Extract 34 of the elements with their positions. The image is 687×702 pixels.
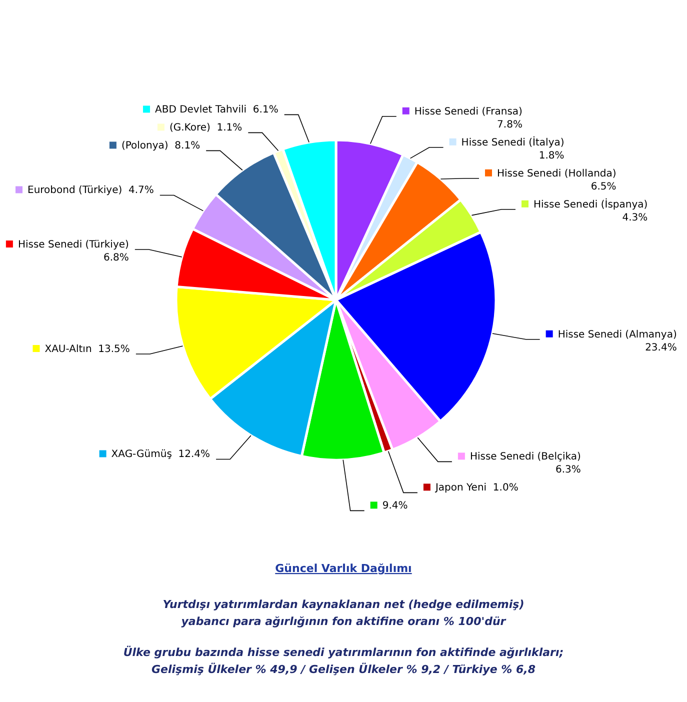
data-label: 23.4%: [645, 342, 677, 354]
text: Güncel Varlık Dağılımı: [275, 562, 412, 575]
legend-label: Hisse Senedi (İspanya): [534, 197, 648, 210]
legend-label: Hisse Senedi (Belçika): [470, 452, 582, 463]
legend-label: Hisse Senedi (Fransa): [414, 106, 523, 118]
legend-label: XAG-Gümüş: [111, 449, 172, 460]
data-label: 6.3%: [556, 464, 581, 476]
data-label: 12.4%: [178, 449, 210, 460]
data-label: 13.5%: [98, 344, 130, 356]
data-label: 6.5%: [590, 181, 616, 192]
data-label: 1.0%: [492, 482, 518, 494]
legend-label: Hisse Senedi (Türkiye): [18, 239, 130, 250]
data-label: 6.8%: [104, 252, 129, 264]
data-label: 1.1%: [216, 122, 242, 134]
data-label: 8.1%: [174, 140, 200, 152]
legend-label: Japon Yeni: [434, 482, 487, 494]
text: yabancı para ağırlığının fon aktifine oranı % 100'dür: [181, 615, 506, 628]
legend-label: (G.Kore): [169, 122, 211, 134]
data-label: 4.3%: [622, 212, 648, 224]
data-label: 1.8%: [538, 150, 564, 162]
text: Gelişmiş Ülkeler % 49,9 / Gelişen Ülkeler % 9,2 / Türkiye % 6,8: [152, 662, 536, 676]
legend-label: Hisse Senedi (İtalya): [461, 135, 564, 148]
legend-label: (Polonya): [121, 140, 168, 152]
legend-label: Hisse Senedi (Hollanda): [497, 168, 616, 180]
data-label: 6.1%: [252, 104, 278, 116]
data-label: 7.8%: [497, 119, 522, 130]
data-label: 4.7%: [128, 185, 154, 196]
legend-label: Eurobond (Türkiye): [28, 185, 122, 196]
legend-label: Hisse Senedi (Almanya): [558, 329, 677, 340]
legend-label: XAU-Altın: [44, 344, 92, 356]
data-label: 9.4%: [382, 500, 408, 512]
text: Yurtdışı yatırımlardan kaynaklanan net (hedge edilmemiş): [162, 598, 524, 611]
text: Ülke grubu bazında hisse senedi yatırımlarının fon aktifinde ağırlıkları;: [123, 645, 564, 659]
legend-label: ABD Devlet Tahvili: [155, 104, 247, 116]
